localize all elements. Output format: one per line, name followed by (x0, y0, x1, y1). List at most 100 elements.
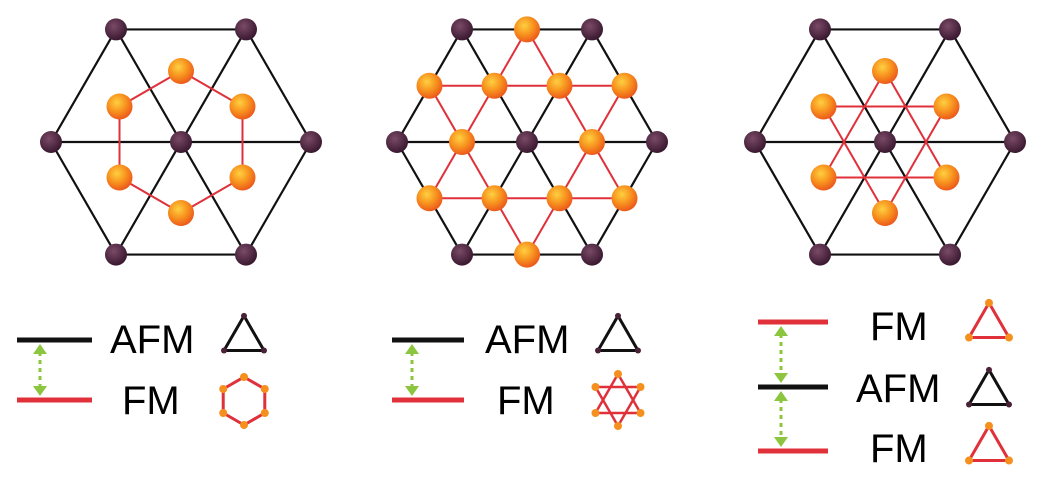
magnetic-atom-orange (611, 185, 638, 212)
fm-label: FM (870, 427, 928, 471)
magnetic-atom-orange (514, 16, 540, 43)
magnetic-atom-orange (872, 58, 898, 84)
legend-panel-1: AFM FM (17, 312, 269, 429)
magnetic-atom-orange (810, 164, 837, 191)
exchange-gap-arrow (774, 326, 788, 383)
icon-atom (241, 312, 247, 319)
icon-atom (1006, 401, 1012, 408)
icon-atom (965, 333, 973, 342)
icon-bond (987, 301, 1011, 340)
magnetic-atom-dark (105, 243, 127, 266)
fm-bond (884, 105, 948, 214)
afm-label: AFM (110, 318, 194, 362)
icon-atom (636, 383, 645, 391)
icon-atom (221, 347, 227, 354)
icon-atom (614, 422, 622, 430)
icon-bond (594, 372, 620, 415)
triangle-afm-icon (221, 312, 267, 354)
magnetic-atom-orange (229, 164, 256, 191)
fm-label: FM (122, 379, 180, 423)
magnetic-atom-dark (451, 18, 473, 41)
magnetic-atom-orange (481, 185, 508, 212)
legend-panel-2: AFM FM (392, 312, 645, 430)
magnetic-atom-orange (546, 72, 573, 99)
magnetic-atom-dark (300, 131, 322, 153)
magnetic-atom-dark (744, 131, 766, 153)
icon-atom (591, 383, 600, 391)
magnetic-atom-dark (939, 18, 961, 41)
magnetic-atom-orange (514, 241, 540, 268)
icon-atom (615, 312, 621, 319)
magnetic-atom-orange (229, 93, 256, 120)
icon-atom (614, 370, 622, 378)
magnetic-atom-orange (810, 93, 837, 120)
legend-panel-3: FM AFM FM (758, 298, 1013, 471)
fm-bond (884, 70, 948, 179)
magnetic-atom-orange (416, 72, 443, 99)
icon-bond (616, 372, 642, 415)
fm-bond (822, 105, 886, 214)
icon-atom (595, 347, 601, 354)
afm-bond (948, 140, 1017, 256)
exchange-gap-arrow (774, 391, 788, 447)
afm-label: AFM (485, 318, 569, 362)
magnetic-atom-dark (1004, 131, 1026, 153)
kagome-lattice (386, 16, 668, 268)
icon-atom (635, 347, 641, 354)
icon-atom (986, 366, 992, 373)
magnetic-atom-dark (874, 131, 896, 153)
magnetic-atom-dark (170, 131, 192, 153)
fm-bond (822, 70, 886, 179)
icon-bond (242, 314, 266, 353)
magnetic-atom-orange (481, 72, 508, 99)
exchange-gap-arrow (405, 344, 419, 396)
icon-atom (260, 385, 269, 393)
magnetic-atom-orange (872, 200, 898, 226)
magnetic-atom-orange (579, 129, 605, 155)
triangle-afm-icon (595, 312, 641, 354)
star-lattice (744, 18, 1026, 266)
magnetic-atom-orange (168, 200, 194, 226)
icon-atom (636, 409, 645, 417)
magnetic-atom-dark (105, 18, 127, 41)
magnetic-atom-dark (235, 243, 257, 266)
icon-atom (219, 385, 228, 393)
magnetic-atom-orange (933, 164, 960, 191)
magnetic-atom-orange (611, 72, 638, 99)
icon-bond (596, 314, 620, 353)
icon-atom (965, 456, 973, 465)
magnetic-atom-dark (235, 18, 257, 41)
icon-bond (967, 424, 991, 463)
icon-atom (1005, 456, 1013, 465)
magnetic-atom-orange (106, 164, 133, 191)
icon-atom (219, 409, 228, 417)
icon-bond (987, 368, 1011, 407)
icon-bond (967, 368, 991, 407)
exchange-gap-arrow (33, 344, 47, 396)
magnetic-atom-orange (168, 58, 194, 84)
icon-atom (260, 409, 269, 417)
hexagon-fm-icon (219, 373, 269, 429)
magnetic-atom-dark (386, 131, 408, 153)
icon-bond (616, 385, 642, 428)
magnetic-atom-dark (646, 131, 668, 153)
icon-atom (261, 347, 267, 354)
icon-bond (987, 424, 1011, 463)
magnetic-atom-dark (939, 243, 961, 266)
magnetic-atom-dark (40, 131, 62, 153)
triangle-fm-icon (965, 298, 1013, 342)
icon-bond (616, 314, 640, 353)
magnetic-atom-dark (451, 243, 473, 266)
magnetic-atom-dark (581, 243, 603, 266)
afm-bond (948, 28, 1017, 144)
icon-bond (967, 301, 991, 340)
magnetic-atom-dark (809, 18, 831, 41)
fm-label: FM (870, 305, 928, 349)
fm-label: FM (497, 379, 555, 423)
triangle-fm-icon (965, 421, 1013, 465)
triangle-afm-icon (966, 366, 1012, 408)
star-of-david-fm-icon (591, 370, 645, 430)
afm-bond (49, 28, 118, 144)
magnetic-atom-orange (449, 129, 475, 155)
